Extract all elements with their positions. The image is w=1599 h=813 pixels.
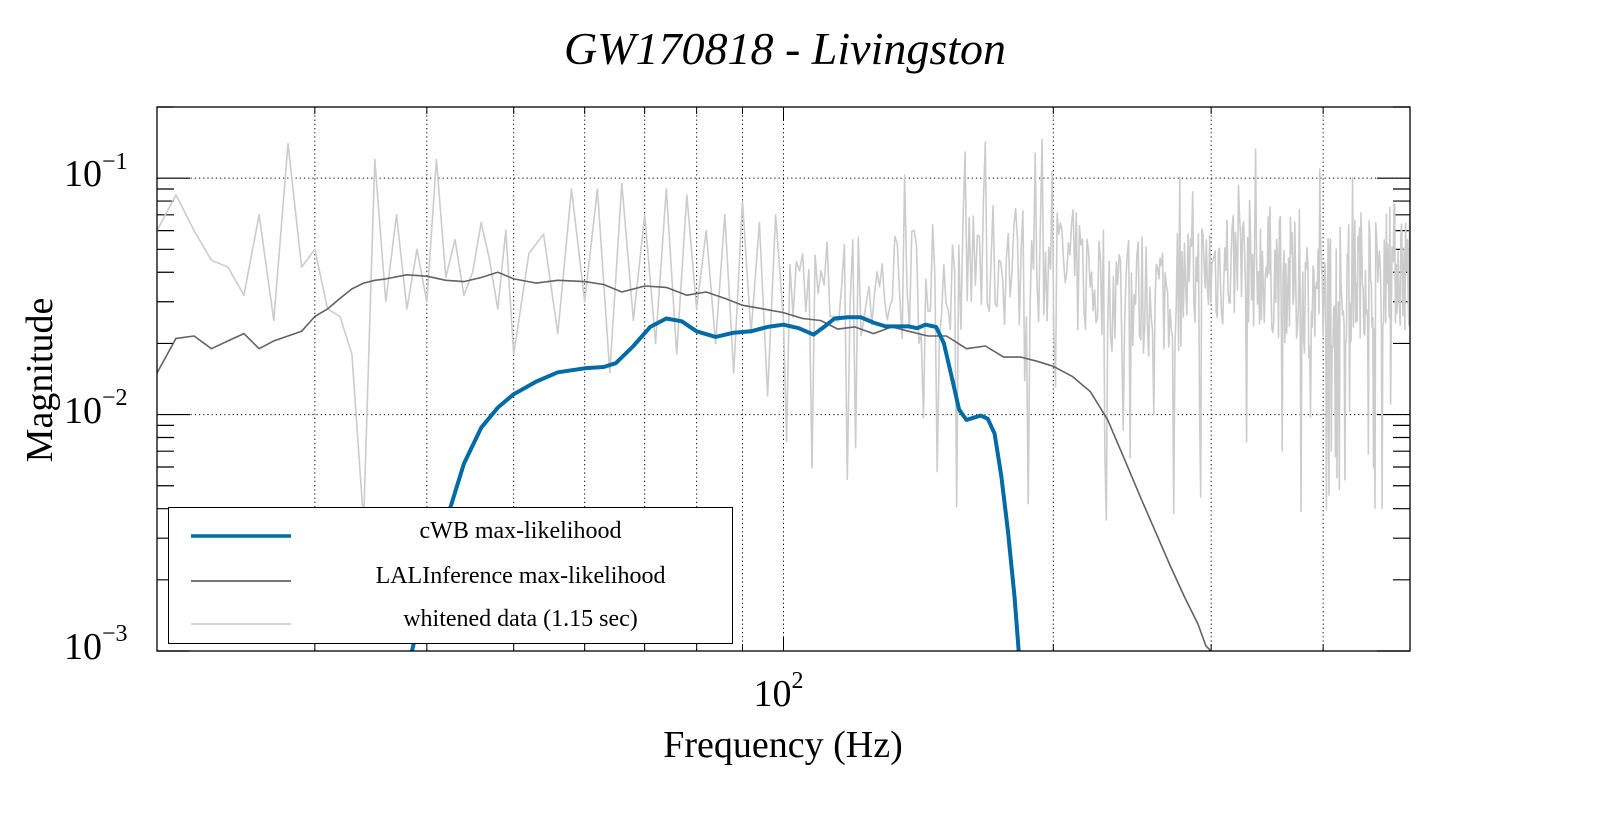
legend-item-lalinference: LALInference max-likelihood (169, 559, 732, 599)
legend-item-whitened: whitened data (1.15 sec) (169, 602, 732, 642)
minor-ticks (157, 106, 1410, 652)
legend-swatch-cwb (191, 534, 291, 538)
x-tick-label-exponent: 2 (791, 668, 804, 695)
y-tick-label: 10−3 (64, 621, 128, 669)
plot-frame (156, 106, 1411, 652)
series-whitened-data (157, 138, 1410, 524)
x-axis-label: Frequency (Hz) (663, 724, 903, 766)
series-layer (157, 138, 1410, 651)
legend-item-cwb: cWB max-likelihood (169, 514, 732, 554)
y-tick-label-base: 10 (64, 626, 102, 668)
y-tick-label-exponent: −3 (102, 621, 128, 648)
y-axis-label: Magnitude (19, 297, 61, 463)
legend: cWB max-likelihood LALInference max-like… (168, 507, 733, 644)
y-tick-label: 10−2 (64, 385, 128, 433)
series-cwb (409, 315, 1021, 651)
y-tick-label-exponent: −2 (102, 384, 128, 411)
y-tick-label-base: 10 (64, 153, 102, 196)
chart-title: GW170818 - Livingston (563, 23, 1007, 74)
legend-swatch-lalinference (191, 580, 291, 582)
y-tick-label-exponent: −1 (102, 148, 128, 175)
y-tick-label-base: 10 (64, 389, 102, 432)
series-lalinference (157, 271, 1212, 651)
x-tick-label-base: 10 (753, 673, 792, 715)
x-tick-label: 102 (753, 668, 804, 716)
y-tick-label: 10−1 (64, 148, 128, 196)
legend-label-cwb: cWB max-likelihood (419, 518, 622, 544)
legend-swatch-whitened (191, 623, 291, 625)
legend-label-whitened: whitened data (1.15 sec) (403, 606, 638, 632)
legend-label-lalinference: LALInference max-likelihood (375, 563, 666, 589)
